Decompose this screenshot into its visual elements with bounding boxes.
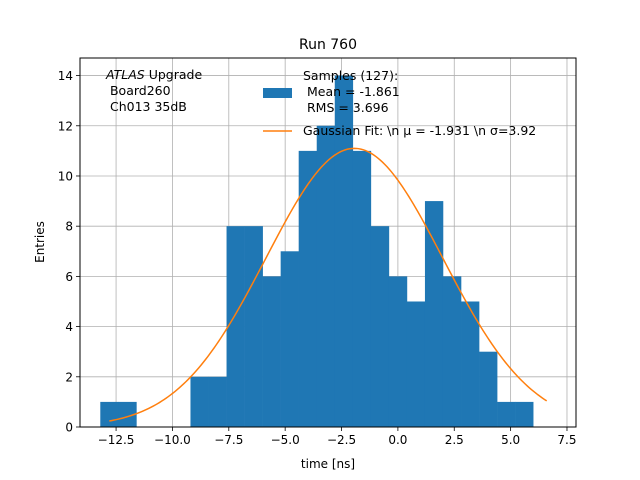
histogram-bar bbox=[316, 125, 336, 427]
x-tick-label: 0.0 bbox=[388, 433, 407, 447]
x-tick-label: 7.5 bbox=[557, 433, 576, 447]
x-tick-label: −2.5 bbox=[327, 433, 356, 447]
plot-frame bbox=[79, 57, 577, 428]
x-tick-label: −12.5 bbox=[98, 433, 135, 447]
x-tick-label: −5.0 bbox=[271, 433, 300, 447]
x-tick-label: −10.0 bbox=[154, 433, 191, 447]
x-tick-label: 5.0 bbox=[501, 433, 520, 447]
y-axis-label: Entries bbox=[33, 221, 47, 263]
chart-title: Run 760 bbox=[299, 37, 357, 53]
histogram-bar bbox=[442, 276, 462, 427]
legend-swatch-samples bbox=[263, 88, 292, 98]
y-tick-label: 4 bbox=[65, 320, 73, 334]
histogram-bars bbox=[100, 75, 534, 428]
legend-gaussian-text: Gaussian Fit: \n μ = -1.931 \n σ=3.92 bbox=[303, 123, 536, 138]
histogram-bar bbox=[334, 75, 354, 428]
y-tick-label: 8 bbox=[65, 220, 73, 234]
histogram-bar bbox=[262, 276, 281, 427]
histogram-bar bbox=[298, 150, 318, 427]
y-tick-label: 14 bbox=[58, 69, 73, 83]
y-tick-label: 6 bbox=[65, 270, 73, 284]
histogram-bar bbox=[244, 226, 263, 427]
histogram-bar bbox=[280, 251, 299, 427]
y-tick-label: 2 bbox=[65, 370, 73, 384]
histogram-bar bbox=[118, 401, 137, 427]
legend-samples-line-2: Mean = -1.861 bbox=[303, 84, 400, 99]
legend-samples-line-1: Samples (127): bbox=[303, 68, 398, 83]
histogram-bar bbox=[424, 201, 444, 427]
histogram-bar bbox=[497, 401, 516, 427]
annotation-line-1: ATLAS Upgrade bbox=[105, 67, 202, 82]
histogram-bar bbox=[352, 150, 372, 427]
y-tick-label: 12 bbox=[58, 119, 73, 133]
histogram-bar bbox=[479, 351, 498, 427]
annotation-line-2: Board260 bbox=[106, 83, 171, 98]
x-axis-ticks: −12.5 −10.0 −7.5 −5.0 −2.5 0.0 2.5 5.0 7.5 bbox=[98, 427, 577, 447]
y-tick-label: 10 bbox=[58, 169, 73, 183]
histogram-bar bbox=[208, 376, 227, 427]
y-tick-label: 0 bbox=[65, 421, 73, 435]
atlas-annotation: ATLAS Upgrade Board260 Ch013 35dB bbox=[105, 67, 202, 114]
gaussian-fit-line bbox=[109, 147, 548, 422]
annotation-line-3: Ch013 35dB bbox=[106, 99, 187, 114]
y-axis-ticks: 0 2 4 6 8 10 12 14 bbox=[58, 69, 80, 435]
histogram-bar bbox=[515, 401, 534, 427]
histogram-bar bbox=[100, 401, 119, 427]
legend-samples-line-3: RMS = 3.696 bbox=[303, 100, 389, 115]
x-tick-label: 2.5 bbox=[445, 433, 464, 447]
histogram-bar bbox=[190, 376, 209, 427]
x-axis-label: time [ns] bbox=[301, 457, 355, 471]
histogram-bar bbox=[406, 301, 426, 427]
histogram-bar bbox=[370, 226, 390, 427]
x-tick-label: −7.5 bbox=[214, 433, 243, 447]
histogram-bar bbox=[388, 276, 408, 427]
legend: Samples (127): Mean = -1.861 RMS = 3.696… bbox=[263, 68, 536, 138]
histogram-bar bbox=[461, 301, 480, 427]
histogram-bar bbox=[226, 226, 245, 427]
